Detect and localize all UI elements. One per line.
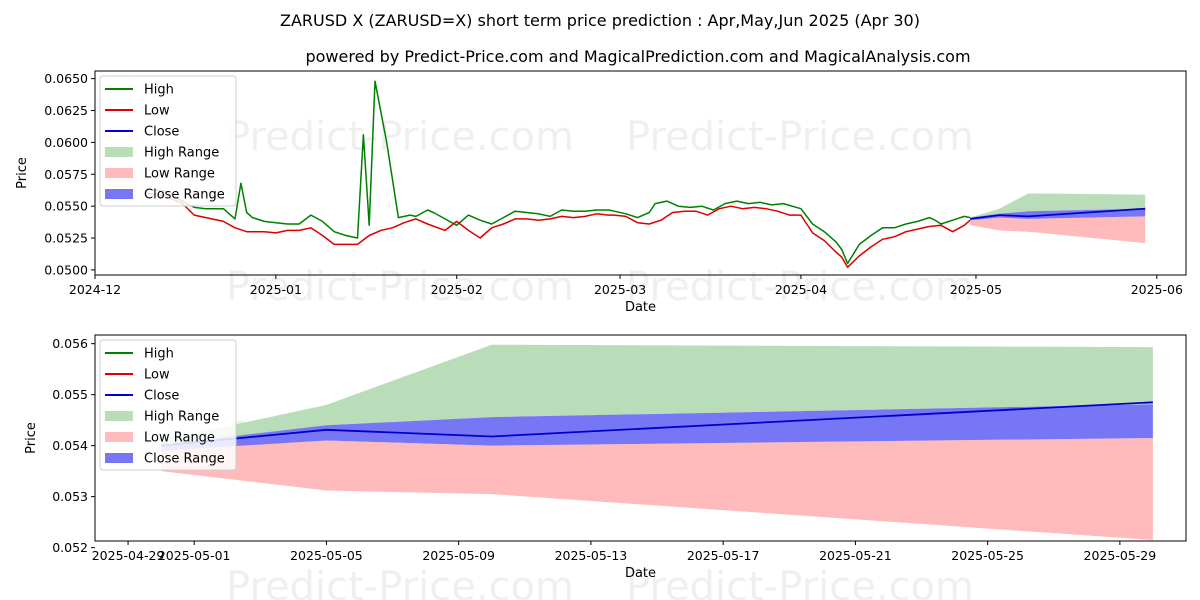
y-tick-label: 0.0625 [44,103,88,118]
y-tick-label: 0.054 [52,438,88,453]
watermark-text: Predict-Price.com [626,264,974,310]
x-tick-label: 2025-01 [250,282,302,297]
x-tick-label: 2025-05-01 [158,548,231,563]
watermark-text: Predict-Price.com [626,564,974,600]
legend-swatch [105,453,133,463]
legend-label: Low Range [144,167,215,182]
y-tick-label: 0.0650 [44,71,88,86]
x-tick-label: 2025-05-05 [290,548,363,563]
y-tick-label: 0.056 [52,336,88,351]
y-tick-label: 0.0500 [44,262,88,277]
x-tick-label: 2025-03 [594,282,646,297]
legend-label: Low [144,368,170,383]
legend-swatch [105,147,133,157]
high-range-band [970,193,1146,219]
legend-label: Close Range [144,452,225,467]
legend-swatch [105,168,133,178]
legend-label: Close [144,125,179,140]
high-line [147,80,971,265]
legend-label: High Range [144,410,219,425]
legend-swatch [105,411,133,421]
y-axis-label: Price [24,422,39,454]
watermark-text: Predict-Price.com [226,114,574,160]
legend-box [99,339,237,471]
legend-label: High [144,347,174,362]
legend-label: High [144,83,174,98]
x-tick-label: 2025-05 [950,282,1002,297]
legend-label: Low [144,104,170,119]
y-tick-label: 0.0550 [44,199,88,214]
low-range-band [161,438,1153,540]
legend-label: Close Range [144,188,225,203]
legend-label: Close [144,389,179,404]
legend-swatch [105,432,133,442]
x-tick-label: 2025-05-21 [819,548,892,563]
x-tick-label: 2025-05-17 [687,548,760,563]
low-line [147,192,971,269]
close-line [969,207,1146,220]
y-tick-label: 0.055 [52,387,88,402]
plot-frame [94,70,1187,276]
legend-box [99,75,237,207]
x-axis-label: Date [625,300,656,315]
x-tick-label: 2025-04-29 [92,548,165,563]
watermark-text: Predict-Price.com [226,264,574,310]
y-tick-label: 0.052 [52,540,88,555]
low-range-band [970,216,1146,244]
watermark-text: Predict-Price.com [226,564,574,600]
x-tick-label: 2025-05-09 [422,548,495,563]
x-tick-label: 2025-04 [775,282,827,297]
legend-swatch [105,189,133,199]
watermark-text: Predict-Price.com [626,114,974,160]
x-tick-label: 2025-05-29 [1084,548,1157,563]
y-axis-label: Price [15,157,30,189]
legend-label: High Range [144,146,219,161]
x-axis-label: Date [625,566,656,581]
chart-subtitle: powered by Predict-Price.com and Magical… [305,47,970,66]
y-tick-label: 0.0575 [44,167,88,182]
x-tick-label: 2024-12 [69,282,121,297]
x-tick-label: 2025-05-25 [951,548,1024,563]
y-tick-label: 0.0525 [44,231,88,246]
x-tick-label: 2025-06 [1131,282,1183,297]
y-tick-label: 0.053 [52,489,88,504]
close-line [161,401,1153,447]
x-tick-label: 2025-05-13 [555,548,628,563]
x-tick-label: 2025-02 [431,282,483,297]
top-panel: Predict-Price.com Predict-Price.com Predic… [15,70,1187,315]
chart-title: ZARUSD X (ZARUSD=X) short term price pre… [280,11,920,30]
y-tick-label: 0.0600 [44,135,88,150]
bottom-panel: Predict-Price.comPredict-Price.comPredic… [24,334,1187,600]
plot-frame [94,334,1187,542]
high-range-band [161,344,1153,445]
legend-label: Low Range [144,431,215,446]
